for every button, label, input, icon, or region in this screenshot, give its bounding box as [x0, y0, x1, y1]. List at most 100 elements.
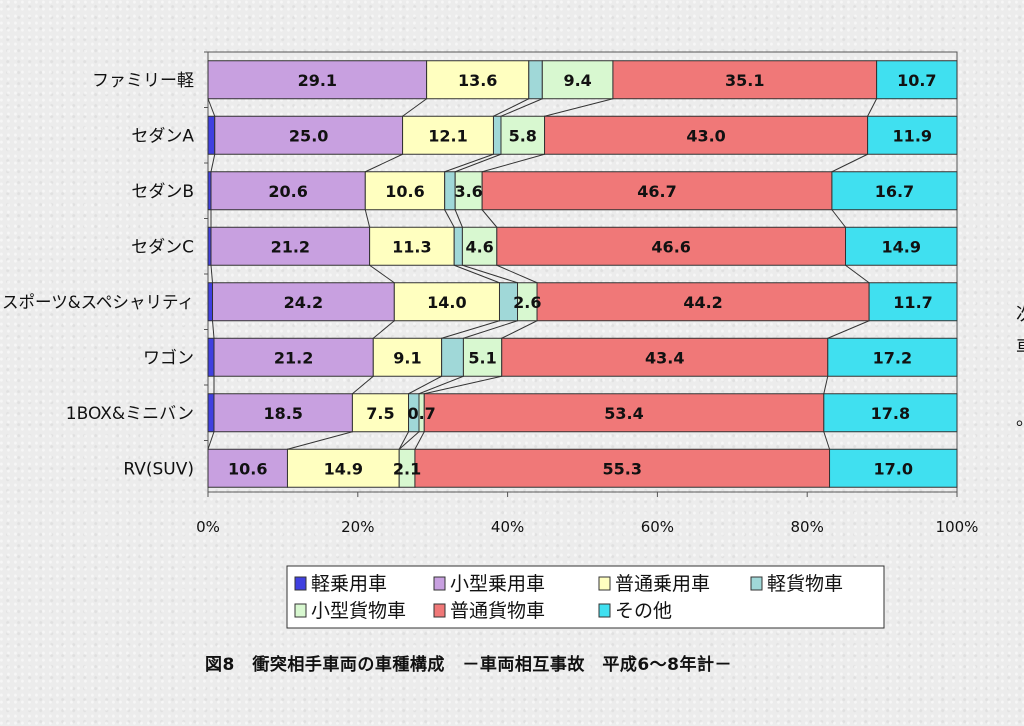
series-line [210, 154, 216, 172]
bar-row [207, 282, 958, 322]
data-label: 11.3 [392, 237, 431, 256]
legend-item: その他 [598, 600, 672, 622]
data-label: 5.1 [468, 348, 496, 367]
series-line [444, 209, 455, 228]
bar-row [207, 226, 958, 266]
x-tick-label: 100% [936, 518, 979, 536]
bar-segment [214, 115, 404, 155]
series-line [845, 264, 870, 284]
category-label: 1BOX&ミニバン [66, 404, 194, 424]
series-line [441, 320, 500, 339]
plot-area [207, 51, 958, 493]
bar-segment [612, 60, 878, 100]
series-line [212, 320, 215, 339]
cropped-side-text-2: 車 [1016, 333, 1024, 359]
bar-segment [868, 282, 958, 322]
bar-segment [286, 448, 400, 488]
x-tick-label: 80% [791, 518, 824, 536]
data-label: 21.2 [271, 237, 310, 256]
legend-label: 軽貨物車 [767, 573, 843, 595]
series-line [287, 431, 353, 450]
series-line [827, 320, 870, 339]
series-line [207, 431, 215, 450]
data-label: 35.1 [725, 71, 764, 90]
data-label: 16.7 [875, 182, 914, 201]
legend-label: 小型貨物車 [311, 600, 406, 622]
series-line [463, 320, 518, 339]
bar-segment [453, 226, 463, 266]
bar-segment [829, 448, 958, 488]
legend-swatch [294, 576, 307, 591]
legend-swatch [294, 603, 307, 618]
legend-item: 普通貨物車 [433, 600, 545, 622]
series-line [398, 431, 420, 450]
data-label: 11.7 [893, 293, 932, 312]
series-line [831, 153, 868, 173]
data-label: 29.1 [298, 71, 337, 90]
series-line [424, 375, 502, 395]
data-label: 44.2 [683, 293, 722, 312]
bar-segment [351, 393, 410, 433]
x-tick-label: 20% [341, 518, 374, 536]
data-label: 25.0 [289, 126, 328, 145]
series-line [398, 431, 409, 450]
series-line [352, 375, 374, 395]
series-line [454, 209, 463, 228]
figure-caption: 図8 衝突相手車両の車種構成 －車両相互事故 平成6～8年計－ [205, 655, 732, 675]
series-line [481, 153, 545, 173]
series-line [823, 376, 829, 394]
bar-segment [831, 171, 958, 211]
bar-segment [492, 115, 502, 155]
legend-item: 軽乗用車 [294, 573, 387, 595]
data-label: 14.0 [427, 293, 466, 312]
bar-segment [207, 337, 215, 377]
series-line [453, 264, 500, 284]
bar-segment [441, 337, 464, 377]
series-line [408, 375, 442, 395]
category-label: ワゴン [143, 347, 194, 368]
data-label: 10.6 [228, 459, 267, 478]
series-line [418, 375, 464, 395]
category-label: セダンB [131, 182, 194, 202]
data-label: 24.2 [284, 293, 323, 312]
bar-segment [481, 171, 833, 211]
data-label: 3.6 [454, 182, 482, 201]
data-label: 46.7 [637, 182, 676, 201]
data-label: 2.1 [393, 459, 421, 478]
bar-segment [426, 60, 530, 100]
category-label: セダンC [131, 237, 194, 257]
data-label: 18.5 [263, 404, 302, 423]
series-line [493, 98, 530, 117]
bar-segment [207, 60, 428, 100]
series-line [500, 98, 543, 117]
bar-segment [867, 115, 958, 155]
series-line [369, 264, 395, 284]
legend-item: 軽貨物車 [750, 573, 843, 595]
series-line [823, 431, 831, 450]
category-label: ファミリー軽 [92, 71, 194, 91]
bar-row [207, 448, 958, 488]
bar-segment [364, 171, 446, 211]
cropped-side-text-3: 。 [1016, 405, 1024, 431]
category-label: スポーツ&スペシャリティ [2, 293, 194, 313]
data-label: 11.9 [893, 126, 932, 145]
data-label: 53.4 [604, 404, 643, 423]
legend-label: 普通乗用車 [615, 573, 710, 595]
series-line [481, 209, 498, 228]
data-label: 5.8 [509, 126, 537, 145]
data-label: 7.5 [366, 404, 394, 423]
bar-row [207, 60, 958, 100]
bar-segment [496, 226, 847, 266]
bar-segment [207, 282, 214, 322]
series-line [402, 98, 427, 117]
legend-label: その他 [615, 600, 672, 622]
series-line [501, 320, 538, 339]
bar-segment [372, 337, 443, 377]
series-line [462, 264, 518, 284]
data-label: 4.6 [465, 237, 493, 256]
legend-label: 普通貨物車 [450, 600, 545, 622]
series-line [444, 153, 494, 173]
category-label: RV(SUV) [123, 459, 194, 479]
series-line [454, 153, 502, 173]
